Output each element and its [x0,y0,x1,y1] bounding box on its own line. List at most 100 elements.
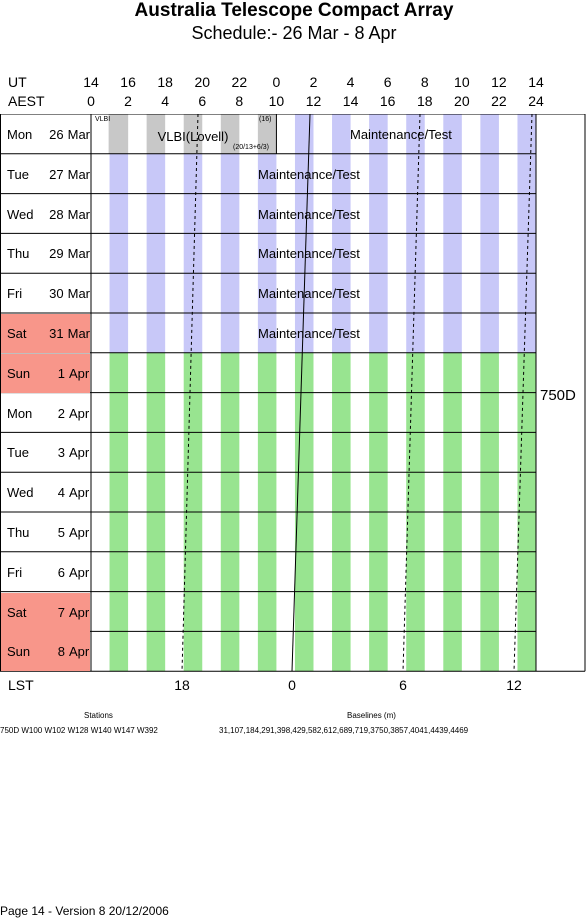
time-band [257,392,277,433]
time-band [443,551,462,592]
time-band [517,472,536,512]
baselines-label: Baselines (m) [347,711,396,720]
time-band [109,512,129,552]
day-row-label: Thu 5 Apr [1,513,90,552]
day-number: 28 [49,206,64,222]
time-band [294,551,314,592]
time-band [220,392,240,433]
aest-hour: 20 [454,93,470,109]
time-band [294,631,314,672]
time-band [109,392,129,433]
time-band [220,432,240,473]
day-month: Apr [69,604,90,620]
time-band [480,233,499,274]
time-band [332,313,351,353]
ut-hour: 14 [528,74,544,90]
lst-tick: 0 [288,677,296,693]
time-band [443,114,462,154]
day-name: Thu [7,525,30,540]
time-band [183,273,203,313]
aest-hour: 16 [379,93,396,109]
day-row-label: Tue 27 Mar [1,155,90,194]
time-band [109,591,129,632]
time-band [183,512,203,552]
time-band [220,153,240,194]
time-band [183,352,203,393]
time-band [257,512,277,552]
ut-hour: 16 [120,74,136,90]
baselines-list: 31,107,184,291,398,429,582,612,689,719,3… [219,726,469,735]
time-band [406,551,425,592]
day-name: Sun [7,365,31,381]
lst-tick: 6 [399,677,407,693]
time-band [332,233,351,274]
time-band [443,472,462,512]
time-band [146,631,166,672]
time-band [480,432,499,473]
lst-line [181,114,199,672]
time-band [517,392,536,433]
time-band [332,392,351,433]
time-band [369,114,388,154]
time-band [443,313,462,353]
day-row-label: Sun 8 Apr [1,632,90,672]
time-band [480,114,499,154]
aest-hour: 2 [124,93,132,109]
time-band [369,472,388,512]
time-band [517,114,536,154]
time-band [517,512,536,552]
time-band [480,193,499,234]
time-band [332,153,351,194]
maintenance-label: Maintenance/Test [258,326,360,341]
time-band [443,392,462,433]
day-month: Mar [67,286,90,302]
aest-hour: 22 [491,93,507,109]
day-row-label: Sat 31 Mar [1,314,90,353]
time-band [220,472,240,512]
page-version-footer: Page 14 - Version 8 20/12/2006 [0,904,169,918]
maintenance-label: Maintenance/Test [258,246,360,262]
day-name: Tue [7,166,29,182]
day-month: Apr [69,485,90,501]
time-band [443,193,462,234]
time-band [369,352,388,393]
time-band [257,233,277,274]
time-band [220,352,240,393]
day-row-label: Thu 29 Mar [1,234,90,273]
time-band [480,153,499,194]
day-month: Apr [69,525,90,540]
time-band [109,153,129,194]
time-band [220,551,240,592]
time-band [369,631,388,672]
day-row-label: Tue 3 Apr [1,433,90,472]
time-band [369,432,388,473]
time-band [146,114,166,154]
lst-tick: 18 [174,677,190,693]
day-name: Fri [7,286,23,302]
day-name: Mon [7,127,33,142]
time-band [517,591,536,632]
time-band [517,153,536,194]
time-band [220,193,240,234]
time-band [146,193,166,234]
day-number: 26 [49,127,64,142]
day-name: Sat [7,326,27,341]
day-number: 3 [57,445,65,461]
day-row-label: Mon 2 Apr [1,394,90,433]
ut-hour: 0 [272,74,281,90]
time-band [294,193,314,234]
time-band [369,153,388,194]
time-band [183,233,203,274]
ut-hour: 4 [346,74,355,90]
maintenance-label: Maintenance/Test [258,206,360,222]
time-band [257,193,277,234]
day-number: 1 [57,365,65,381]
time-band [332,352,351,393]
time-band [220,273,240,313]
aest-hour: 6 [198,93,207,109]
day-month: Apr [69,445,90,461]
time-band [257,153,277,194]
day-row-label: Mon 26 Mar [1,115,90,154]
aest-label: AEST [8,93,45,109]
day-number: 5 [57,525,65,540]
